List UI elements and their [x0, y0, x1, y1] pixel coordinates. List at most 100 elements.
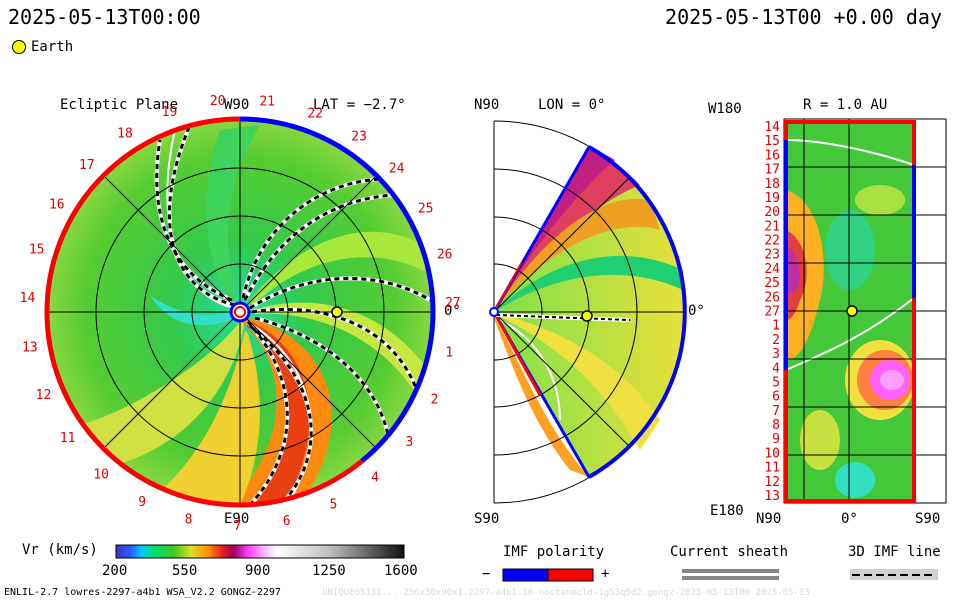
ecliptic-lat-label: LAT = −2.7° [313, 97, 406, 113]
map-row-label: 19 [764, 191, 780, 206]
ecliptic-right-label: 0° [444, 303, 461, 319]
carrington-number: 20 [210, 94, 226, 109]
imf-polarity-minus: − [482, 566, 491, 582]
carrington-number: 25 [418, 202, 434, 217]
meridional-sun-icon [489, 307, 499, 317]
current-sheath-label: Current sheath [670, 544, 789, 560]
colorbar-label: Vr (km/s) [22, 542, 98, 558]
map-row-label: 1 [772, 319, 780, 334]
imf-polarity-plus: + [601, 566, 610, 582]
map-x-label-s90: S90 [915, 511, 941, 527]
meridional-top-label: N90 [474, 97, 500, 113]
header-right-time: 2025-05-13T00 +0.00 day [665, 5, 942, 29]
ecliptic-earth-icon [331, 306, 343, 318]
map-bottom-left-label: E180 [710, 503, 744, 519]
map-row-label: 4 [772, 361, 780, 376]
footer-right: UNIQUE05131... 256x30x90x1.2297-a4b1.16-… [322, 588, 810, 598]
map-row-label: 20 [764, 205, 780, 220]
map-row-label: 25 [764, 276, 780, 291]
map-row-label: 21 [764, 219, 780, 234]
colorbar-tick-1600: 1600 [384, 563, 418, 579]
map-row-label: 27 [764, 305, 780, 320]
map-row-label: 10 [764, 446, 780, 461]
colorbar-tick-200: 200 [102, 563, 128, 579]
ecliptic-polarity-ring [44, 116, 436, 508]
carrington-number: 4 [371, 471, 379, 486]
map-row-label: 13 [764, 489, 780, 504]
meridional-plot [489, 120, 687, 504]
carrington-number: 24 [389, 162, 405, 177]
map-x-label-n90: N90 [756, 511, 782, 527]
map-row-label: 26 [764, 290, 780, 305]
map-row-label: 16 [764, 148, 780, 163]
carrington-number: 26 [437, 247, 453, 262]
ecliptic-title: Ecliptic Plane [60, 97, 179, 113]
colorbar-tick-550: 550 [172, 563, 198, 579]
meridional-right-label: 0° [688, 303, 705, 319]
meridional-bottom-label: S90 [474, 511, 500, 527]
carrington-number: 2 [431, 393, 439, 408]
map-row-label: 3 [772, 347, 780, 362]
ecliptic-bottom-label: E90 [224, 511, 250, 527]
map-row-label: 23 [764, 248, 780, 263]
carrington-number: 21 [259, 95, 275, 110]
map-row-label: 9 [772, 432, 780, 447]
carrington-number: 16 [49, 197, 65, 212]
map-row-label: 12 [764, 475, 780, 490]
carrington-number: 15 [29, 243, 45, 258]
carrington-number: 3 [405, 435, 413, 450]
map-row-label: 11 [764, 461, 780, 476]
carrington-number: 5 [329, 497, 337, 512]
carrington-number: 1 [445, 345, 453, 360]
carrington-number: 14 [20, 291, 36, 306]
carrington-number: 10 [93, 468, 109, 483]
map-title: R = 1.0 AU [803, 97, 888, 113]
colorbar-tick-900: 900 [245, 563, 271, 579]
header-left-time: 2025-05-13T00:00 [8, 5, 201, 29]
carrington-number: 7 [234, 519, 242, 534]
positive-polarity-swatch [547, 568, 594, 582]
map-row-labels: 1415161718192021222324252627123456789101… [764, 120, 780, 504]
current-sheath-swatch-top [682, 569, 779, 573]
earth-legend-label: Earth [31, 39, 74, 55]
sun-icon [229, 301, 251, 323]
carrington-numbers: 20 21222324252627123456789101112131415161… [20, 94, 461, 534]
map-row-label: 2 [772, 333, 780, 348]
footer-left: ENLIL-2.7 lowres-2297-a4b1 WSA_V2.2 GONG… [4, 587, 281, 598]
carrington-number: 6 [283, 514, 291, 529]
map-row-label: 14 [764, 120, 780, 135]
colorbar-tick-1250: 1250 [312, 563, 346, 579]
carrington-number: 17 [79, 158, 95, 173]
current-sheath-swatch-bottom [682, 576, 779, 580]
imf-line-label: 3D IMF line [848, 544, 941, 560]
meridional-lon-label: LON = 0° [538, 97, 606, 113]
carrington-number: 12 [36, 388, 52, 403]
map-row-label: 22 [764, 234, 780, 249]
map-row-label: 15 [764, 134, 780, 149]
map-row-label: 8 [772, 418, 780, 433]
map-x-label-0: 0° [841, 511, 858, 527]
carrington-number: 23 [351, 129, 367, 144]
carrington-number: 11 [60, 431, 76, 446]
map-earth-icon [846, 305, 858, 317]
carrington-number: 13 [22, 341, 38, 356]
map-row-label: 18 [764, 177, 780, 192]
carrington-number: 27 [445, 296, 461, 311]
carrington-number: 22 [307, 107, 323, 122]
colorbar [115, 544, 405, 559]
earth-marker-icon [12, 40, 26, 54]
meridional-earth-icon [581, 310, 593, 322]
map-row-label: 17 [764, 163, 780, 178]
carrington-number: 9 [138, 495, 146, 510]
negative-polarity-swatch [502, 568, 549, 582]
latlon-map: 1415161718192021222324252627123456789101… [764, 118, 947, 504]
map-row-label: 6 [772, 390, 780, 405]
map-row-label: 24 [764, 262, 780, 277]
carrington-number: 8 [185, 513, 193, 528]
ecliptic-top-label: W90 [224, 97, 250, 113]
carrington-number: 19 [162, 105, 178, 120]
map-row-label: 5 [772, 376, 780, 391]
map-row-label: 7 [772, 404, 780, 419]
map-top-left-label: W180 [708, 101, 742, 117]
